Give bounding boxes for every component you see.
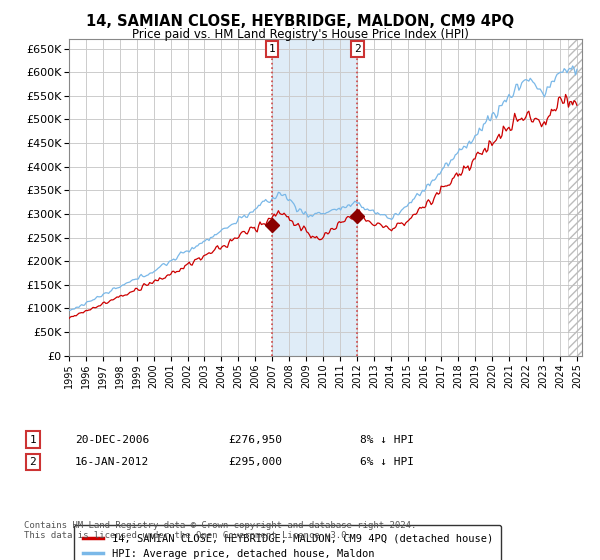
Legend: 14, SAMIAN CLOSE, HEYBRIDGE, MALDON, CM9 4PQ (detached house), HPI: Average pric: 14, SAMIAN CLOSE, HEYBRIDGE, MALDON, CM9… — [74, 525, 501, 560]
Text: Contains HM Land Registry data © Crown copyright and database right 2024.
This d: Contains HM Land Registry data © Crown c… — [24, 521, 416, 540]
Text: 8% ↓ HPI: 8% ↓ HPI — [360, 435, 414, 445]
Text: 6% ↓ HPI: 6% ↓ HPI — [360, 457, 414, 467]
Text: £276,950: £276,950 — [228, 435, 282, 445]
Text: 20-DEC-2006: 20-DEC-2006 — [75, 435, 149, 445]
Text: 14, SAMIAN CLOSE, HEYBRIDGE, MALDON, CM9 4PQ: 14, SAMIAN CLOSE, HEYBRIDGE, MALDON, CM9… — [86, 14, 514, 29]
Text: 2: 2 — [29, 457, 37, 467]
Text: 1: 1 — [268, 44, 275, 54]
Text: £295,000: £295,000 — [228, 457, 282, 467]
Text: Price paid vs. HM Land Registry's House Price Index (HPI): Price paid vs. HM Land Registry's House … — [131, 28, 469, 41]
Text: 1: 1 — [29, 435, 37, 445]
Bar — [272, 39, 358, 356]
Text: 16-JAN-2012: 16-JAN-2012 — [75, 457, 149, 467]
Text: 2: 2 — [354, 44, 361, 54]
